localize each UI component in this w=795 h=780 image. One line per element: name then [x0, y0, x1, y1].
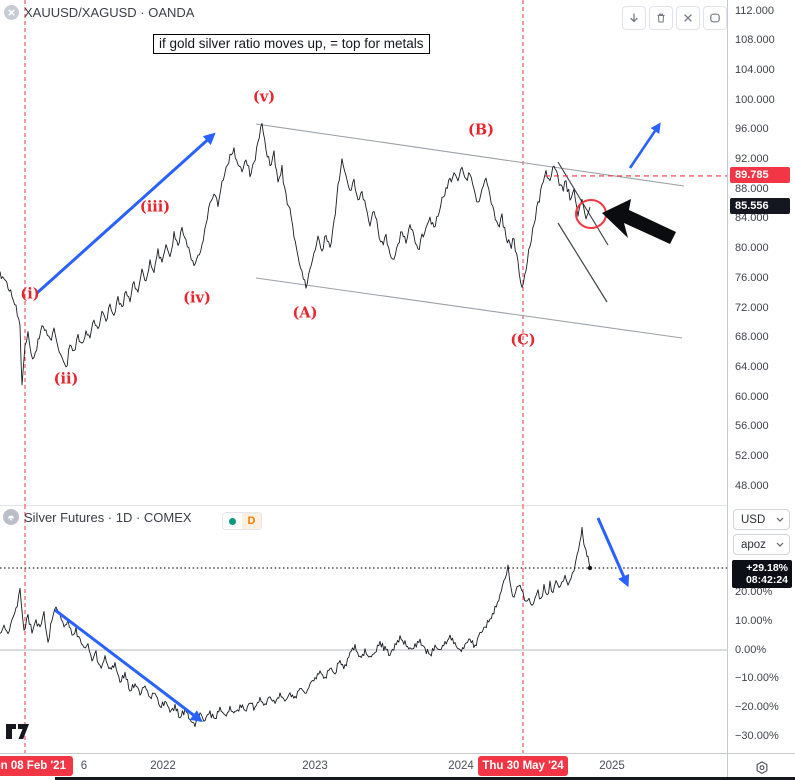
price-tick: 100.000	[735, 93, 775, 106]
symbol-logo-icon	[4, 5, 19, 20]
price-tick: 64.000	[735, 360, 769, 373]
time-label: 2025	[599, 760, 625, 772]
wave-label-iii[interactable]: (iii)	[139, 198, 171, 216]
interval-status-pill[interactable]: D	[222, 512, 262, 530]
price-tick: 96.000	[735, 123, 769, 136]
time-label: 6	[80, 760, 88, 772]
price-tick: 112.000	[735, 4, 774, 17]
percent-tick: −20.00%	[735, 701, 779, 714]
price-tick: 72.000	[735, 301, 769, 314]
chevron-down-icon	[776, 517, 784, 522]
wave-label-B[interactable]: (B)	[468, 121, 494, 139]
price-tick: 108.000	[735, 34, 775, 47]
wave-label-ii[interactable]: (ii)	[53, 370, 79, 388]
price-tick: 80.000	[735, 242, 769, 255]
time-label: 2023	[302, 760, 328, 772]
unit-select[interactable]: apoz	[733, 534, 790, 555]
percent-tick: 0.00%	[735, 643, 767, 656]
price-tick: 60.000	[735, 390, 769, 403]
price-tick: 48.000	[735, 479, 769, 492]
interval-badge: D	[242, 513, 261, 529]
percent-tick: 20.00%	[735, 585, 773, 598]
trash-icon-button[interactable]	[649, 6, 673, 30]
ratio-chart-pane[interactable]	[0, 0, 727, 505]
wave-label-C[interactable]: (C)	[510, 331, 536, 349]
download-button[interactable]	[622, 6, 646, 30]
close-icon-button[interactable]	[676, 6, 700, 30]
pane-settings-gear-button[interactable]	[753, 759, 771, 777]
silver-chart-pane[interactable]	[0, 505, 727, 753]
wave-label-A[interactable]: (A)	[292, 304, 318, 322]
percent-tick: −10.00%	[735, 672, 779, 685]
alert-price-label: 89.785	[730, 167, 790, 183]
chevron-down-icon	[776, 542, 784, 547]
maximize-icon-button[interactable]	[703, 6, 727, 30]
last-price-label: 85.556	[730, 198, 790, 214]
wave-label-iv[interactable]: (iv)	[183, 289, 211, 307]
price-tick: 52.000	[735, 450, 769, 462]
symbol-title: XAUUSD/XAGUSD · OANDA	[24, 5, 195, 20]
wave-label-i[interactable]: (i)	[20, 285, 40, 303]
crosshair-date-badge-left: Mon 08 Feb '21	[0, 756, 73, 776]
currency-select[interactable]: USD	[733, 509, 790, 530]
tradingview-logo[interactable]	[5, 722, 35, 746]
time-label: 2024	[448, 760, 474, 772]
price-scale[interactable]: 112.000 108.000 104.000 100.000 96.000 92.000…	[727, 0, 795, 753]
change-countdown-badge: +29.18% 08:42:24	[732, 560, 792, 588]
percent-tick: 10.00%	[735, 614, 773, 627]
market-status-dot-icon	[229, 517, 236, 525]
crosshair-date-badge-right: Thu 30 May '24	[478, 756, 568, 776]
window-bottom-edge	[55, 777, 795, 780]
annotation-note[interactable]: if gold silver ratio moves up, = top for…	[153, 34, 430, 54]
price-tick: 76.000	[735, 271, 769, 284]
price-tick: 84.000	[735, 212, 769, 225]
price-tick: 56.000	[735, 420, 769, 433]
wave-label-v[interactable]: (v)	[252, 88, 276, 106]
percent-tick: −30.00%	[735, 729, 779, 742]
silver-futures-title: Silver Futures · 1D · COMEX	[24, 509, 192, 525]
price-tick: 104.000	[735, 63, 775, 76]
price-tick: 68.000	[735, 331, 769, 344]
time-scale[interactable]: 6 2022 2023 2024 2025 Mon 08 Feb '21 Thu 30 …	[0, 753, 795, 780]
silver-futures-logo-icon	[3, 509, 19, 525]
price-tick: 88.000	[735, 182, 769, 195]
time-label: 2022	[150, 760, 176, 772]
price-tick: 92.000	[735, 153, 769, 165]
